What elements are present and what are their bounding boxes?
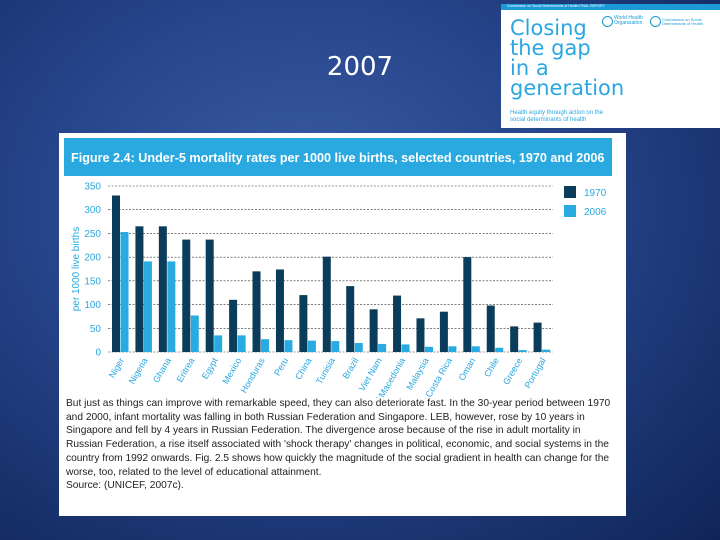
- bar-1970: [439, 311, 448, 352]
- bar-2006: [284, 340, 293, 352]
- cover-top-bar: [501, 4, 720, 10]
- bar-1970: [416, 318, 425, 352]
- y-tick-label: 100: [84, 300, 101, 311]
- legend-label: 2006: [584, 207, 607, 218]
- bar-1970: [299, 295, 308, 352]
- bar-2006: [354, 342, 363, 352]
- bar-2006: [190, 315, 199, 352]
- bar-2006: [214, 335, 223, 352]
- figure-number: Figure 2.4:: [71, 150, 135, 165]
- bar-2006: [471, 346, 480, 352]
- x-tick-label: Nigeria: [127, 356, 150, 386]
- cover-subtitle: Health equity through action on the soci…: [510, 110, 604, 123]
- bar-1970: [182, 239, 191, 352]
- bar-chart: 0 50 100 150 200 250 300 350 per 1000 live birth…: [71, 182, 607, 399]
- cover-title-line: generation: [510, 76, 625, 100]
- csdh-logo-icon: [650, 16, 661, 27]
- legend-label: 1970: [584, 188, 607, 199]
- figure-caption: But just as things can improve with rema…: [66, 397, 614, 493]
- csdh-logo-text: Commission on Social Determinants of Hea…: [662, 17, 703, 26]
- bar-2006: [518, 350, 527, 352]
- bar-1970: [393, 295, 402, 352]
- bar-2006: [120, 232, 129, 352]
- cover-title-line: in a: [510, 56, 549, 80]
- bar-2006: [261, 339, 270, 352]
- x-tick-label: Ghana: [151, 356, 173, 384]
- bar-1970: [346, 286, 355, 352]
- y-tick-label: 150: [84, 276, 101, 287]
- figure-panel: Figure 2.4: Under-5 mortality rates per …: [59, 133, 626, 516]
- x-tick-label: Eritrea: [175, 356, 197, 384]
- bar-2006: [542, 349, 551, 352]
- bar-2006: [448, 346, 457, 352]
- y-tick-label: 350: [84, 182, 101, 193]
- bar-1970: [275, 269, 284, 352]
- x-tick-label: Mexico: [220, 356, 243, 386]
- x-tick-label: Malaysia: [404, 356, 430, 392]
- bar-1970: [252, 271, 261, 352]
- who-logo-text: World Health Organization: [614, 15, 643, 26]
- cover-title-line: Closing: [510, 16, 587, 40]
- bar-2006: [378, 343, 387, 352]
- y-tick-label: 250: [84, 229, 101, 240]
- x-tick-label: Portugal: [522, 356, 547, 390]
- bar-1970: [322, 256, 331, 352]
- y-tick-label: 300: [84, 205, 101, 216]
- x-tick-label: Brazil: [341, 356, 361, 380]
- bar-2006: [237, 335, 246, 352]
- bar-2006: [331, 341, 340, 352]
- bar-1970: [135, 226, 144, 352]
- bar-2006: [495, 347, 504, 352]
- x-tick-label: Niger: [107, 356, 126, 380]
- cover-top-bar-text: Commission on Social Determinants of Hea…: [507, 4, 605, 8]
- report-cover-image: Commission on Social Determinants of Hea…: [501, 4, 720, 128]
- cover-title-line: the gap: [510, 36, 591, 60]
- figure-title: Under-5 mortality rates per 1000 live bi…: [134, 150, 605, 165]
- bar-2006: [424, 346, 433, 352]
- x-tick-label: Chile: [482, 356, 501, 379]
- bar-1970: [158, 226, 167, 352]
- bar-1970: [369, 309, 378, 352]
- bar-1970: [112, 195, 120, 352]
- bar-1970: [486, 305, 495, 352]
- caption-source: Source: (UNICEF, 2007c).: [66, 480, 184, 492]
- x-tick-label: Oman: [457, 356, 478, 382]
- x-tick-label: China: [293, 356, 313, 381]
- legend-swatch: [564, 205, 576, 217]
- bar-2006: [307, 340, 316, 352]
- bar-1970: [533, 322, 542, 352]
- bar-1970: [510, 326, 519, 352]
- x-tick-label: Egypt: [200, 356, 220, 381]
- who-logo-icon: [602, 16, 613, 27]
- y-axis-label: per 1000 live births: [71, 227, 82, 312]
- x-tick-label: Greece: [501, 356, 524, 387]
- y-tick-label: 0: [95, 348, 101, 359]
- bar-2006: [167, 261, 176, 352]
- x-tick-label: Tunisia: [314, 356, 337, 386]
- bar-1970: [463, 257, 472, 352]
- figure-header-text: Figure 2.4: Under-5 mortality rates per …: [71, 150, 604, 165]
- slide-title: 2007: [326, 52, 394, 82]
- caption-text: But just as things can improve with rema…: [66, 398, 611, 478]
- bar-1970: [205, 239, 214, 352]
- bar-2006: [143, 261, 152, 352]
- bar-1970: [229, 299, 238, 352]
- figure-header: Figure 2.4: Under-5 mortality rates per …: [64, 138, 612, 176]
- x-tick-label: Peru: [272, 356, 290, 377]
- legend-swatch: [564, 186, 576, 198]
- y-tick-label: 50: [90, 324, 102, 335]
- cover-title: Closing the gap in a generation: [510, 16, 625, 100]
- y-tick-label: 200: [84, 253, 101, 264]
- bar-2006: [401, 344, 410, 352]
